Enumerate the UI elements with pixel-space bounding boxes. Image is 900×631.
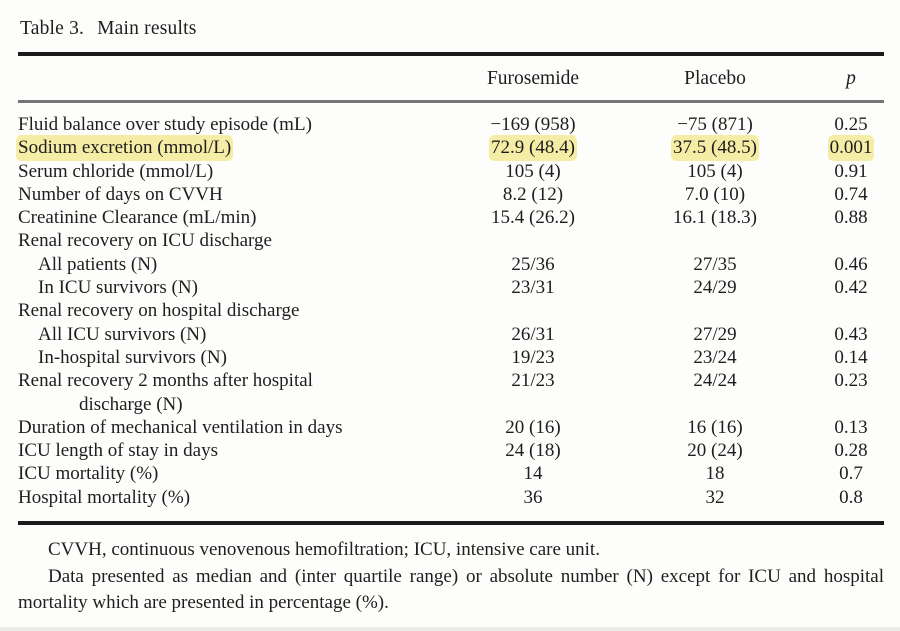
- table-row: Sodium excretion (mmol/L) 72.9 (48.4) 37.5…: [18, 136, 884, 159]
- column-header-p: p: [846, 68, 856, 89]
- table-row: Creatinine Clearance (mL/min) 15.4 (26.2)…: [18, 206, 884, 229]
- cell-furosemide: −169 (958): [490, 114, 576, 135]
- table-row: Hospital mortality (%) 36 32 0.8: [18, 486, 884, 509]
- cell-furosemide: 23/31: [511, 277, 555, 299]
- table-caption-title: Main results: [97, 18, 197, 39]
- cell-furosemide: 21/23: [511, 370, 555, 392]
- cell-furosemide: 72.9 (48.4): [491, 137, 575, 159]
- bottom-rule: [18, 521, 884, 526]
- row-label: In-hospital survivors (N): [38, 346, 227, 368]
- cell-p: 0.13: [834, 416, 868, 438]
- table-caption-number: Table 3.: [20, 18, 85, 39]
- header-rule: [18, 100, 884, 103]
- cell-placebo: 20 (24): [687, 440, 743, 462]
- cell-placebo: 18: [705, 463, 725, 485]
- cell-placebo: 105 (4): [687, 160, 743, 182]
- column-header-placebo: Placebo: [684, 68, 746, 89]
- cell-furosemide: 8.2 (12): [502, 183, 564, 205]
- cell-p: 0.7: [839, 463, 863, 485]
- table-row: In-hospital survivors (N) 19/23 23/24 0.14: [18, 346, 884, 369]
- row-label: Renal recovery 2 months after hospital di…: [18, 369, 454, 416]
- cell-placebo: −75 (871): [677, 114, 753, 135]
- cell-p: 0.43: [834, 323, 868, 345]
- row-label: Sodium excretion (mmol/L): [18, 137, 232, 159]
- row-label: Renal recovery on ICU discharge: [18, 230, 272, 252]
- row-label: ICU mortality (%): [18, 463, 159, 485]
- cell-furosemide: 36: [523, 486, 543, 508]
- cell-p: 0.88: [834, 207, 868, 229]
- table-row: Number of days on CVVH 8.2 (12) 7.0 (10) 0.…: [18, 183, 884, 206]
- top-rule: [18, 52, 884, 56]
- table-header-row: Furosemide Placebo p: [18, 56, 884, 100]
- table-row: Duration of mechanical ventilation in da…: [18, 416, 884, 439]
- cell-placebo: 16 (16): [687, 416, 743, 438]
- row-label-second-line: discharge (N): [79, 393, 183, 415]
- row-label: Serum chloride (mmol/L): [18, 160, 214, 182]
- row-label: Creatinine Clearance (mL/min): [18, 207, 257, 229]
- row-label: Duration of mechanical ventilation in da…: [18, 416, 343, 438]
- cell-placebo: 27/29: [693, 323, 737, 345]
- footnote-data-presentation: Data presented as median and (inter quar…: [18, 565, 884, 614]
- cell-placebo: 7.0 (10): [684, 183, 746, 205]
- table-row: In ICU survivors (N) 23/31 24/29 0.42: [18, 276, 884, 299]
- cell-p: 0.001: [829, 137, 873, 159]
- row-label: All patients (N): [38, 253, 158, 275]
- cell-furosemide: 19/23: [511, 346, 555, 368]
- table-row: Fluid balance over study episode (mL) −16…: [18, 113, 884, 136]
- cell-furosemide: 15.4 (26.2): [491, 207, 575, 229]
- cell-placebo: 23/24: [693, 346, 737, 368]
- cell-placebo: 24/29: [693, 277, 737, 299]
- table-row: All ICU survivors (N) 26/31 27/29 0.43: [18, 323, 884, 346]
- cell-p: 0.91: [834, 160, 868, 182]
- column-header-furosemide: Furosemide: [486, 68, 580, 89]
- cell-p: 0.46: [834, 253, 868, 275]
- table-row: All patients (N) 25/36 27/35 0.46: [18, 253, 884, 276]
- cell-p: 0.8: [839, 486, 863, 508]
- table-row: Serum chloride (mmol/L) 105 (4) 105 (4) 0.9…: [18, 160, 884, 183]
- row-label: In ICU survivors (N): [38, 277, 198, 299]
- cell-p: 0.74: [834, 183, 868, 205]
- cell-placebo: 32: [705, 486, 725, 508]
- cell-p: 0.42: [834, 277, 868, 299]
- cell-furosemide: 26/31: [511, 323, 555, 345]
- footnote-abbreviations: CVVH, continuous venovenous hemofiltrati…: [48, 539, 600, 561]
- cell-furosemide: 20 (16): [505, 416, 561, 438]
- row-label: Renal recovery on hospital discharge: [18, 300, 300, 322]
- row-label: ICU length of stay in days: [18, 440, 219, 462]
- cell-furosemide: 105 (4): [505, 160, 561, 182]
- cell-p: 0.14: [834, 346, 868, 368]
- row-label: All ICU survivors (N): [38, 323, 207, 345]
- cell-placebo: 16.1 (18.3): [673, 207, 757, 229]
- cell-placebo: 37.5 (48.5): [673, 137, 757, 159]
- cell-p: 0.23: [834, 370, 868, 392]
- table-row: ICU length of stay in days 24 (18) 20 (24)…: [18, 439, 884, 462]
- cell-furosemide: 25/36: [511, 253, 555, 275]
- cell-furosemide: 24 (18): [505, 440, 561, 462]
- table-body: Fluid balance over study episode (mL) −16…: [18, 103, 884, 521]
- row-label: Hospital mortality (%): [18, 486, 191, 508]
- table-row: Renal recovery on hospital discharge: [18, 299, 884, 322]
- scan-edge: [0, 627, 900, 631]
- cell-p: 0.25: [834, 114, 868, 135]
- footnotes: CVVH, continuous venovenous hemofiltrati…: [18, 537, 884, 617]
- row-label: Number of days on CVVH: [18, 183, 223, 205]
- cell-p: 0.28: [834, 440, 868, 462]
- row-label: Fluid balance over study episode (mL): [18, 114, 312, 135]
- cell-placebo: 27/35: [693, 253, 737, 275]
- cell-placebo: 24/24: [693, 370, 737, 392]
- cell-furosemide: 14: [523, 463, 543, 485]
- table-row: ICU mortality (%) 14 18 0.7: [18, 462, 884, 485]
- table-row: Renal recovery on ICU discharge: [18, 229, 884, 252]
- table-row: Renal recovery 2 months after hospital di…: [18, 369, 884, 416]
- table-caption: Table 3. Main results: [20, 18, 884, 40]
